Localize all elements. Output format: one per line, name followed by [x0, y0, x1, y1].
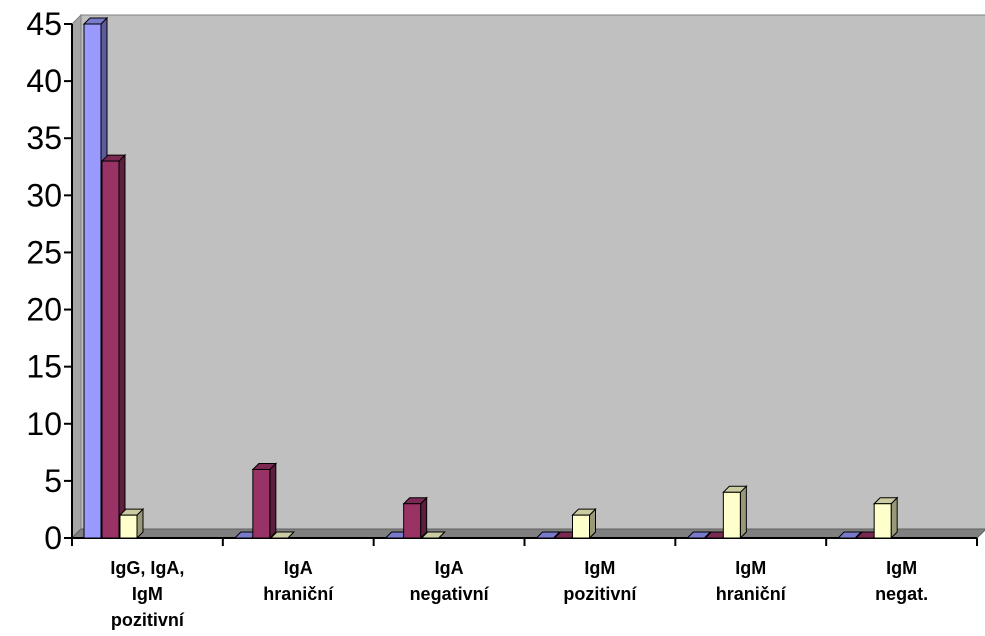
bar-series-2-cat-3: [402, 496, 428, 540]
x-axis: IgG, IgA, IgM pozitivní IgA hraniční IgA negat…: [71, 537, 978, 630]
x-tick-label: IgM hraniční: [716, 558, 787, 604]
y-tick-label: 30: [26, 177, 62, 213]
bar-series-3-cat-3: [420, 531, 446, 539]
y-tick-label: 5: [44, 463, 62, 499]
x-tick-label: IgM negat.: [875, 558, 928, 604]
x-tick-label: IgM pozitivní: [563, 558, 637, 604]
y-tick-label: 10: [26, 406, 62, 442]
bar-series-3-cat-4: [571, 507, 597, 540]
x-tick-label: IgA negativní: [410, 558, 490, 604]
bar-series-3-cat-1: [118, 507, 145, 540]
side-wall: [71, 13, 82, 540]
y-tick-label: 20: [26, 292, 62, 328]
bar-series-2-cat-2: [251, 462, 278, 540]
bar-series-1-cat-5: [686, 531, 712, 539]
x-tick-label: IgA hraniční: [263, 558, 334, 604]
bar-series-2-cat-1: [100, 153, 127, 540]
y-tick-label: 45: [26, 6, 62, 42]
y-tick-label: 15: [26, 349, 62, 385]
bar-series-3-cat-5: [722, 485, 748, 540]
bar-series-3-cat-6: [872, 496, 899, 540]
bar-series-1-cat-6: [836, 531, 863, 539]
y-tick-label: 0: [44, 520, 62, 556]
back-wall: [80, 14, 985, 530]
y-tick-label: 25: [26, 234, 62, 270]
bar-series-3-cat-2: [269, 531, 296, 539]
plot-area: [70, 13, 985, 540]
y-tick-label: 40: [26, 63, 62, 99]
y-axis: 0 5 10 15 20 25 30 35 40 45: [26, 6, 73, 556]
x-tick-label: IgG, IgA, IgM pozitivní: [110, 558, 184, 630]
y-tick-label: 35: [26, 120, 62, 156]
bars: [82, 16, 899, 540]
bar-series-1-cat-4: [535, 531, 561, 539]
